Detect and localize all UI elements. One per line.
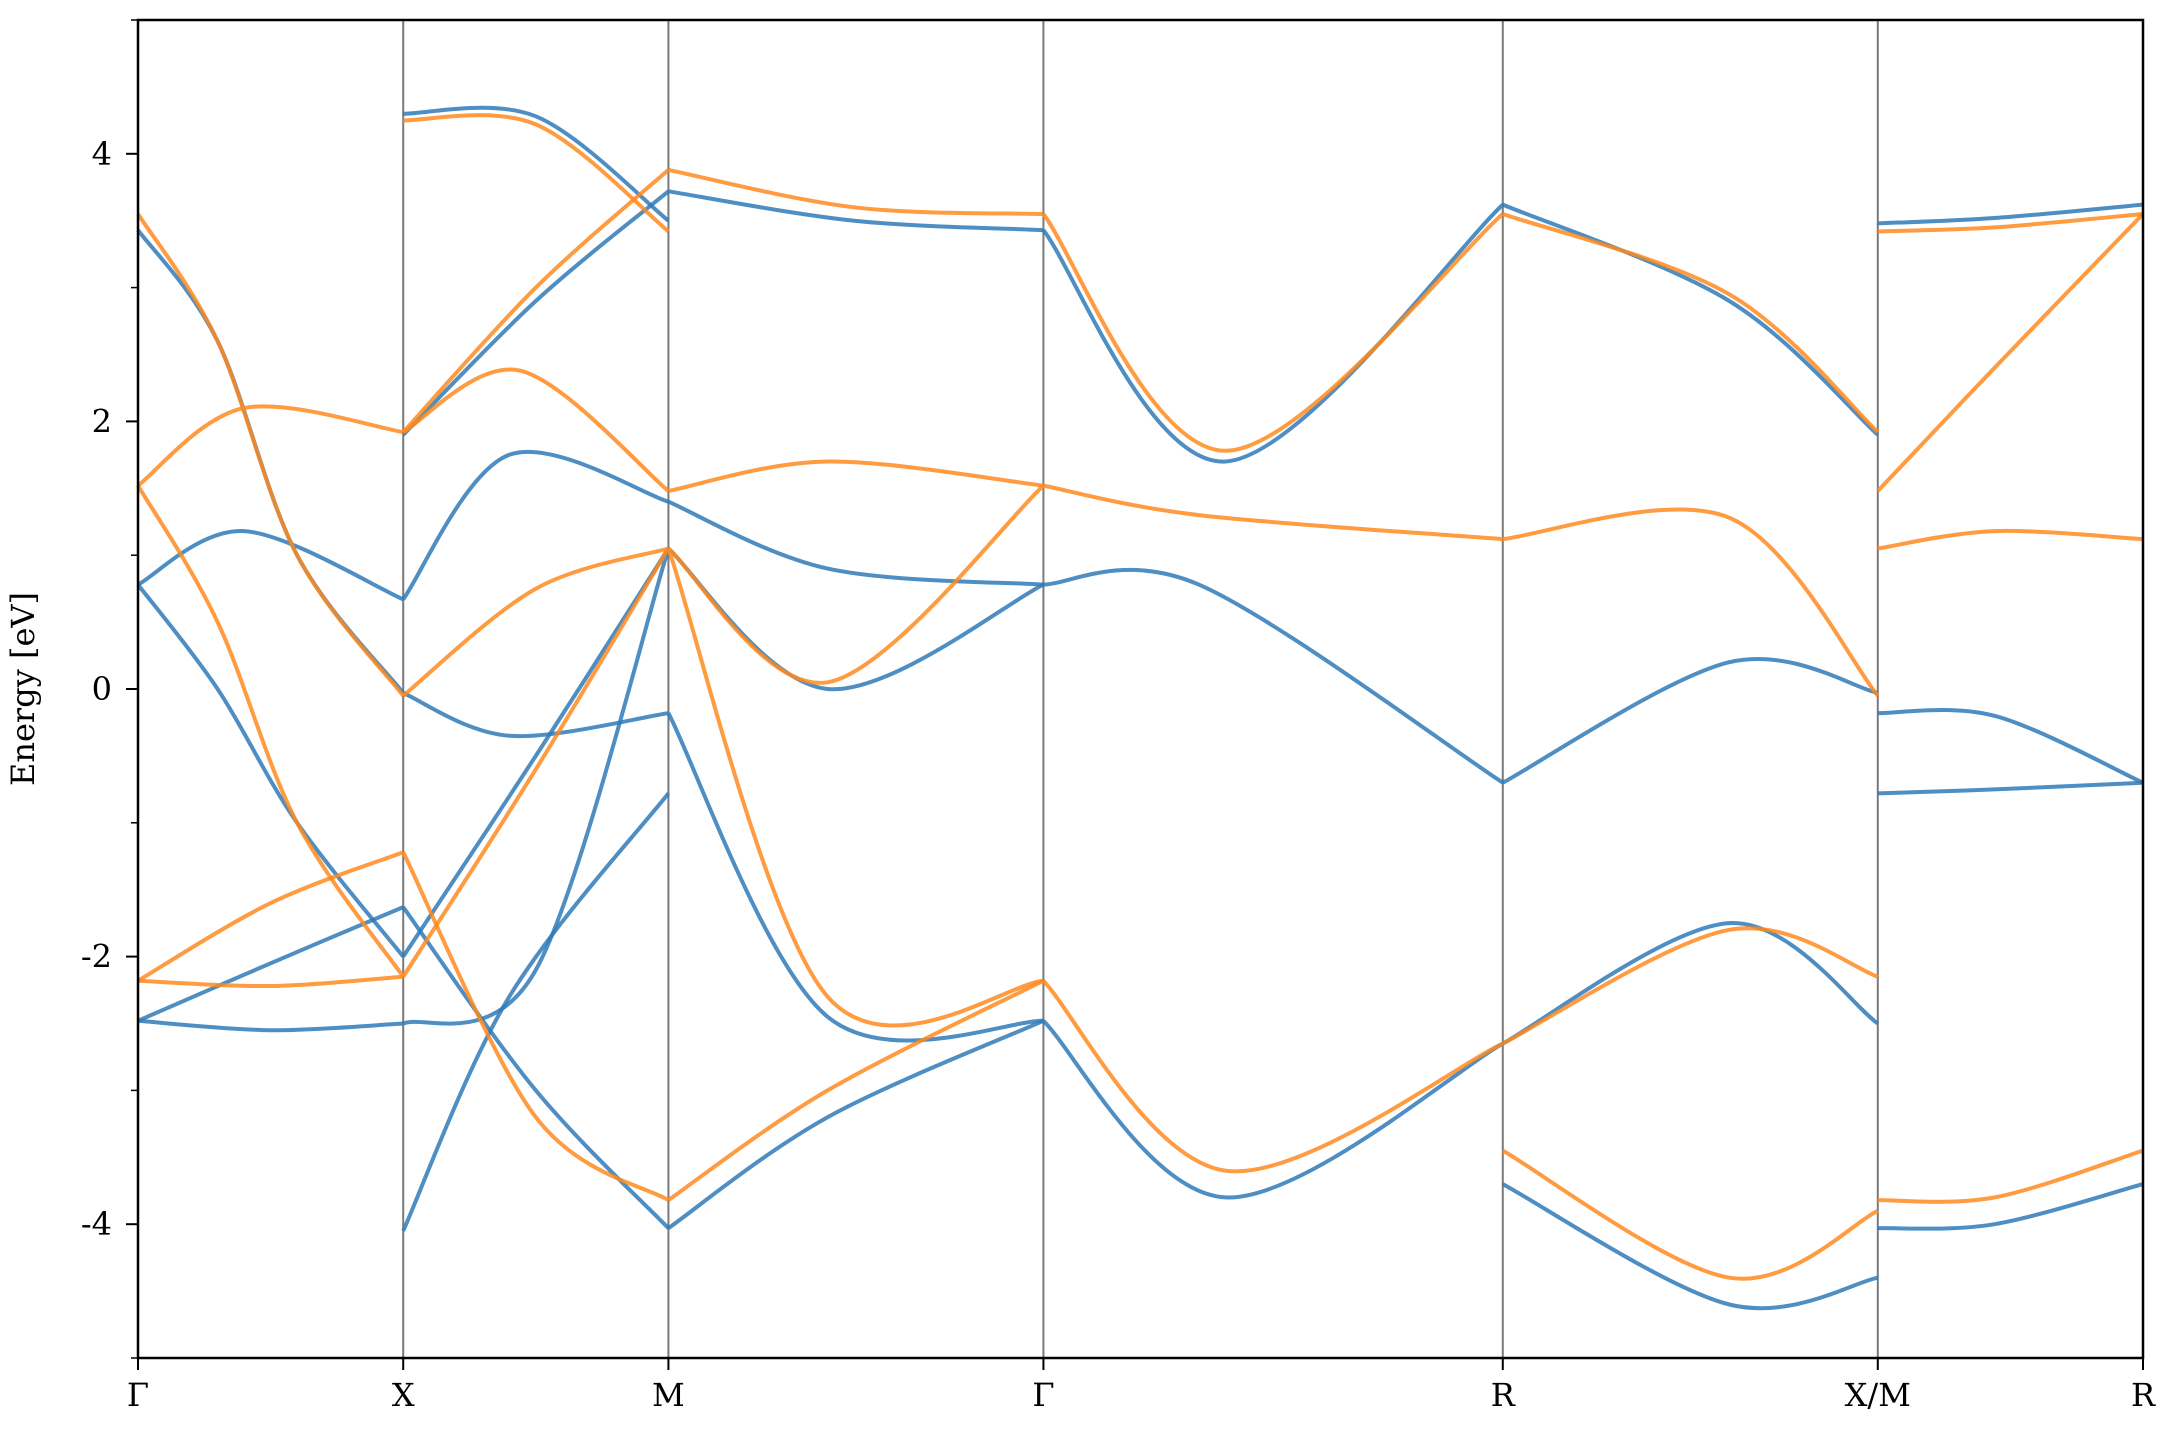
orange-band-line [1501,926,1879,1046]
blue-band-line [667,499,1044,587]
kpoint-divider-lines [402,20,1879,1358]
x-tick-label: Γ [1032,1376,1054,1414]
y-tick-label: 2 [92,402,112,440]
blue-band-line [668,189,1044,233]
x-tick-label: Γ [127,1376,149,1414]
orange-band-line [1502,212,1880,434]
orange-band-line [401,546,669,698]
y-tick-label: -4 [81,1205,112,1243]
blue-band-line [136,583,405,958]
blue-band-line [402,691,669,739]
orange-band-line [136,484,405,978]
orange-band-line [668,459,1044,493]
blue-band-line [1877,1182,2144,1231]
blue-band-line [1043,567,1504,785]
x-tick-label: M [652,1376,685,1414]
orange-band-line [401,547,671,978]
orange-band-line [667,484,1045,685]
orange-band-line [1043,483,1503,542]
orange-band-line [137,974,404,989]
orange-band-line [1041,212,1505,453]
blue-band-line [137,529,404,602]
orange-band-line [403,113,670,233]
orange-band-line [401,168,670,434]
y-axis-ticks: -4 -2 0 2 4 [81,19,138,1359]
orange-band-line [666,547,1044,1028]
blue-band-line [1501,656,1879,785]
blue-band-line [401,792,670,1232]
blue-band-line [1501,1182,1879,1311]
y-tick-label: 0 [92,670,112,708]
x-axis-ticks: Γ X M Γ R X/M R [127,1358,2156,1414]
blue-band-line [1877,202,2144,226]
x-tick-label: R [1491,1376,1516,1414]
blue-band-line [1501,921,1879,1046]
x-tick-label: X [392,1376,415,1414]
orange-band-line [1877,1148,2144,1204]
orange-band-line [667,978,1045,1202]
blue-band-line [1042,1019,1504,1200]
blue-band-line [666,712,1044,1043]
y-tick-label: 4 [92,135,112,173]
orange-band-line [1501,1148,1879,1281]
y-tick-label: -2 [81,938,112,976]
orange-band-line [402,367,670,493]
orange-band-line [136,212,405,697]
x-tick-label: R [2131,1376,2156,1414]
orange-band-line [1041,979,1504,1174]
orange-band-line [1502,507,1880,697]
x-tick-label: X/M [1845,1376,1911,1414]
blue-band-line [401,449,669,601]
orange-band-line [1877,528,2144,551]
orange-band-line [1877,212,2144,234]
blue-band-line [401,189,670,437]
blue-band-line [1041,203,1505,464]
orange-band-line [1876,212,2145,493]
blue-band-line [1502,202,1880,437]
blue-band-line [402,547,671,1026]
blue-band-line [1877,780,2144,796]
band-series [136,105,2145,1311]
blue-band-line [1877,707,2144,785]
orange-band-line [136,850,404,983]
orange-band-line [401,851,670,1202]
blue-band-line [667,1018,1045,1230]
orange-band-line [668,167,1044,216]
y-axis-label: Energy [eV] [4,592,42,786]
blue-band-line [401,905,670,1230]
blue-band-line [137,1018,404,1033]
